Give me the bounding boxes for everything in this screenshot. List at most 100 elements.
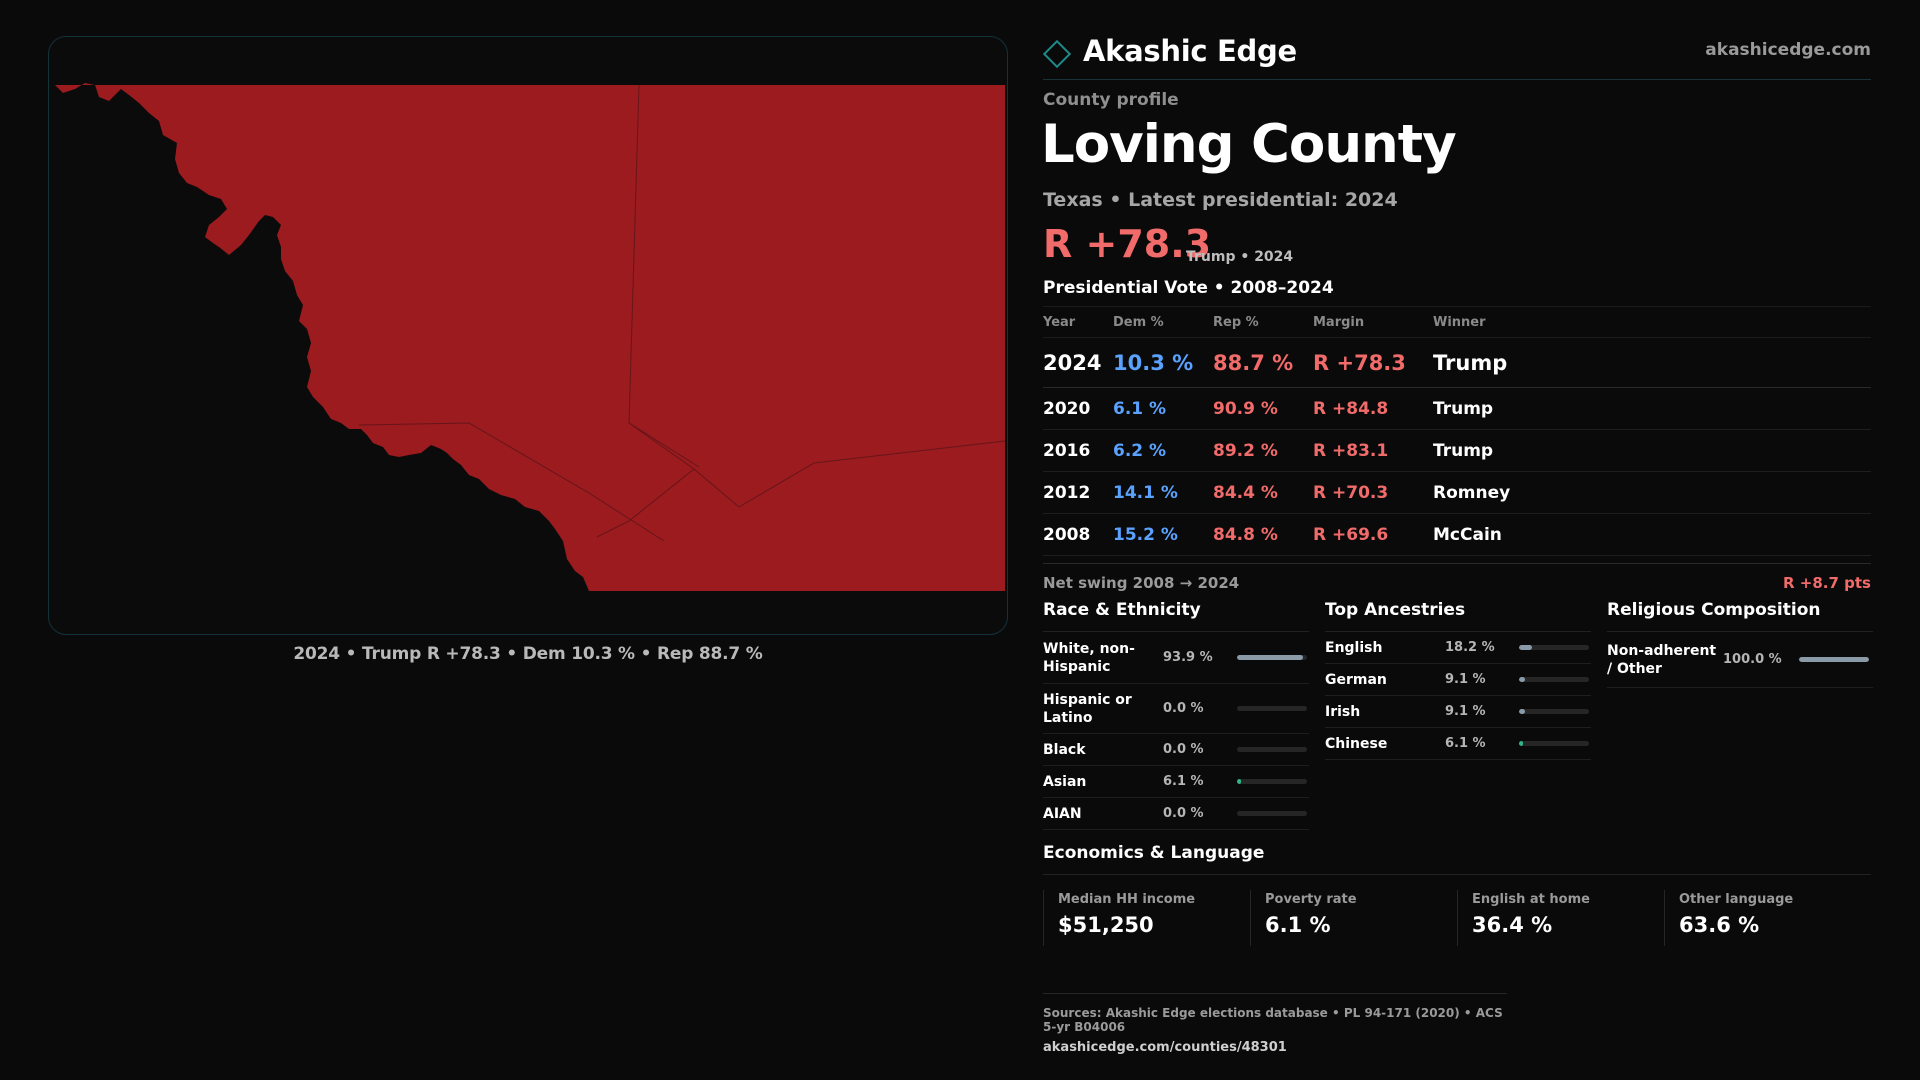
stat-label: Other language [1679,892,1794,907]
stat-value: 6.1 % [1265,913,1331,937]
ancestry-value: 9.1 % [1445,672,1486,687]
ancestries-section: Top Ancestries English 18.2 % German 9.1… [1325,600,1591,760]
margin-cell: R +69.6 [1313,524,1389,545]
ancestry-label: Irish [1325,703,1361,720]
list-item: White, non-Hispanic 93.9 % [1043,632,1309,684]
stat-card: Poverty rate 6.1 % [1250,890,1457,946]
race-value: 0.0 % [1163,701,1204,716]
economics-section-title: Economics & Language [1043,843,1871,875]
winner-cell: Romney [1433,482,1511,503]
dem-cell: 6.2 % [1113,440,1167,461]
race-label: White, non-Hispanic [1043,640,1135,675]
year-cell: 2012 [1043,482,1091,503]
ancestry-value: 6.1 % [1445,736,1486,751]
footer: Sources: Akashic Edge elections database… [1043,993,1507,1055]
brand-name: Akashic Edge [1083,34,1297,68]
headline-margin-note: Trump • 2024 [1186,249,1294,265]
ancestry-label: English [1325,639,1383,656]
vote-table-header: Year Dem % Rep % Margin Winner [1043,306,1871,338]
winner-cell: McCain [1433,524,1502,545]
county-map-svg [55,83,1006,591]
race-label: Asian [1043,773,1087,790]
list-item: German 9.1 % [1325,664,1591,696]
winner-cell: Trump [1433,398,1494,419]
list-item: English 18.2 % [1325,632,1591,664]
ancestry-section-title: Top Ancestries [1325,600,1591,632]
religion-bar [1799,657,1869,662]
ancestry-bar [1519,741,1589,746]
race-label: AIAN [1043,805,1082,822]
net-swing: Net swing 2008 → 2024 R +8.7 pts [1043,563,1871,592]
race-bar-fill [1237,655,1303,660]
footer-sources: Sources: Akashic Edge elections database… [1043,1006,1503,1034]
race-value: 0.0 % [1163,806,1204,821]
diamond-logo-icon [1042,39,1072,69]
ancestry-bar-fill [1519,709,1526,714]
race-bar [1237,811,1307,816]
vote-section-title: Presidential Vote • 2008–2024 [1043,278,1334,298]
map-caption: 2024 • Trump R +78.3 • Dem 10.3 % • Rep … [293,644,763,664]
stat-card: English at home 36.4 % [1457,890,1664,946]
race-bar [1237,706,1307,711]
margin-cell: R +78.3 [1313,350,1406,375]
race-value: 93.9 % [1163,650,1213,665]
column-header-rep: Rep % [1213,314,1259,330]
race-value: 6.1 % [1163,774,1204,789]
header: Akashic Edge akashicedge.com [1042,30,1871,80]
year-cell: 2024 [1043,350,1102,375]
dem-cell: 15.2 % [1113,524,1178,545]
ancestry-bar-fill [1519,741,1524,746]
table-row: 2008 15.2 % 84.8 % R +69.6 McCain [1043,514,1871,556]
race-bar [1237,779,1307,784]
list-item: Non-adherent / Other 100.0 % [1607,632,1873,688]
race-label: Black [1043,741,1086,758]
religion-section: Religious Composition Non-adherent / Oth… [1607,600,1873,688]
brand[interactable]: Akashic Edge [1042,34,1297,69]
ancestry-bar-fill [1519,677,1526,682]
stat-label: English at home [1472,892,1590,907]
column-header-margin: Margin [1313,314,1365,330]
table-row: 2012 14.1 % 84.4 % R +70.3 Romney [1043,472,1871,514]
rep-cell: 84.8 % [1213,524,1278,545]
page-title: Loving County [1041,114,1457,175]
race-ethnicity-section: Race & Ethnicity White, non-Hispanic 93.… [1043,600,1309,830]
rep-cell: 88.7 % [1213,350,1294,375]
margin-cell: R +84.8 [1313,398,1389,419]
race-value: 0.0 % [1163,742,1204,757]
list-item: Asian 6.1 % [1043,766,1309,798]
rep-cell: 84.4 % [1213,482,1278,503]
page-subtitle: Texas • Latest presidential: 2024 [1043,189,1398,211]
race-section-title: Race & Ethnicity [1043,600,1309,632]
page-eyebrow: County profile [1043,90,1179,110]
year-cell: 2016 [1043,440,1091,461]
ancestry-label: German [1325,671,1387,688]
dem-cell: 6.1 % [1113,398,1167,419]
ancestry-label: Chinese [1325,735,1388,752]
ancestry-bar [1519,645,1589,650]
list-item: Irish 9.1 % [1325,696,1591,728]
religion-label: Non-adherent / Other [1607,642,1717,677]
winner-cell: Trump [1433,350,1508,375]
dem-cell: 14.1 % [1113,482,1178,503]
ancestry-value: 9.1 % [1445,704,1486,719]
ancestry-bar [1519,709,1589,714]
religion-section-title: Religious Composition [1607,600,1873,632]
winner-cell: Trump [1433,440,1494,461]
list-item: Black 0.0 % [1043,734,1309,766]
ancestry-bar [1519,677,1589,682]
year-cell: 2020 [1043,398,1091,419]
dem-cell: 10.3 % [1113,350,1194,375]
race-bar-fill [1237,779,1242,784]
rep-cell: 89.2 % [1213,440,1278,461]
table-row: 2024 10.3 % 88.7 % R +78.3 Trump [1043,338,1871,388]
ancestry-bar-fill [1519,645,1532,650]
margin-cell: R +70.3 [1313,482,1389,503]
stat-card: Median HH income $51,250 [1043,890,1250,946]
site-link[interactable]: akashicedge.com [1705,40,1871,60]
economics-grid: Median HH income $51,250 Poverty rate 6.… [1043,890,1871,946]
footer-url[interactable]: akashicedge.com/counties/48301 [1043,1040,1287,1055]
county-map[interactable] [48,36,1008,635]
stat-label: Median HH income [1058,892,1196,907]
margin-cell: R +83.1 [1313,440,1389,461]
list-item: Hispanic or Latino 0.0 % [1043,684,1309,734]
